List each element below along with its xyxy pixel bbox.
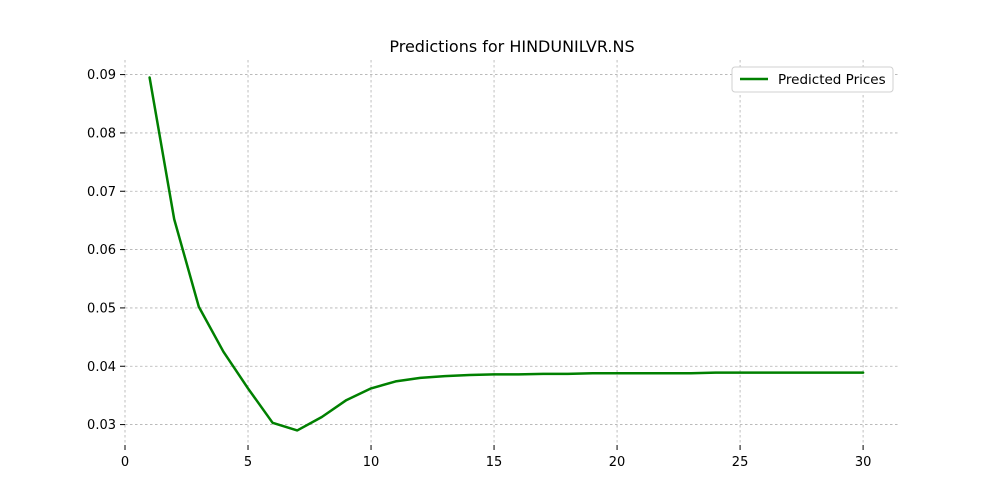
y-tick-label: 0.04	[87, 360, 116, 375]
y-tick-label: 0.06	[87, 243, 116, 258]
x-tick-label: 0	[121, 455, 129, 470]
x-tick-label: 10	[363, 455, 380, 470]
legend-box	[731, 66, 894, 93]
y-tick-label: 0.09	[87, 68, 116, 83]
y-tick-label: 0.08	[87, 126, 116, 141]
x-tick-label: 15	[486, 455, 503, 470]
chart-title: Predictions for HINDUNILVR.NS	[389, 37, 634, 56]
axis-ticks: 0 5 10 15 20 25 30 0.03 0.04 0.05 0.06 0.07 0.08 0.09	[87, 68, 871, 470]
series-line	[148, 76, 865, 432]
legend: Predicted Prices	[731, 66, 894, 93]
series-layer	[148, 76, 865, 432]
y-tick-label: 0.07	[87, 185, 116, 200]
x-tick-label: 25	[732, 455, 749, 470]
x-tick-label: 5	[244, 455, 252, 470]
x-tick-label: 30	[855, 455, 872, 470]
y-tick-label: 0.03	[87, 418, 116, 433]
grid	[124, 60, 900, 445]
x-tick-label: 20	[609, 455, 626, 470]
y-tick-label: 0.05	[87, 301, 116, 316]
legend-label: Predicted Prices	[778, 72, 886, 88]
